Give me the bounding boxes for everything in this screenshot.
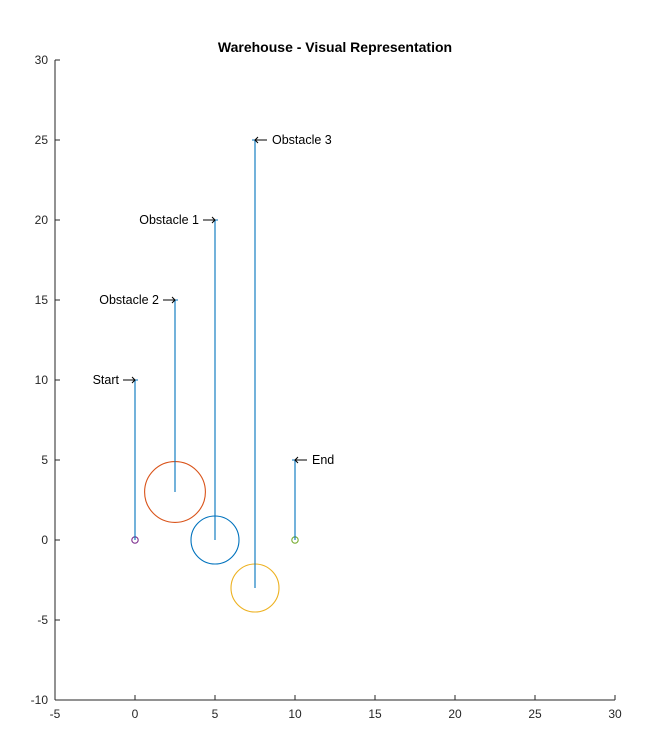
- annotation-label: Obstacle 1: [139, 213, 199, 227]
- annotation-label: Obstacle 3: [272, 133, 332, 147]
- annotation-label: Obstacle 2: [99, 293, 159, 307]
- x-tick-label: 25: [528, 707, 542, 721]
- chart-title: Warehouse - Visual Representation: [218, 39, 452, 55]
- x-tick-label: -5: [50, 707, 61, 721]
- annotation-arrow: [163, 296, 176, 304]
- x-tick-label: 10: [288, 707, 302, 721]
- annotation-arrow: [294, 456, 307, 464]
- annotation-arrow: [254, 136, 267, 144]
- arrow-head: [131, 376, 136, 384]
- y-tick-label: 10: [35, 373, 49, 387]
- y-tick-label: 30: [35, 53, 49, 67]
- arrow-head: [294, 456, 299, 464]
- arrow-head: [171, 296, 176, 304]
- y-tick-label: -10: [31, 693, 49, 707]
- arrow-head: [254, 136, 259, 144]
- annotation-label: End: [312, 453, 334, 467]
- arrow-head: [211, 216, 216, 224]
- annotation-arrow: [123, 376, 136, 384]
- y-tick-label: 5: [41, 453, 48, 467]
- y-tick-label: -5: [37, 613, 48, 627]
- plot-annotations: Start Obstacle 2 Obstacle 1 Obstacle 3 End: [93, 133, 334, 588]
- x-tick-label: 0: [132, 707, 139, 721]
- x-tick-label: 20: [448, 707, 462, 721]
- x-tick-label: 5: [212, 707, 219, 721]
- y-tick-label: 0: [41, 533, 48, 547]
- y-tick-label: 15: [35, 293, 49, 307]
- x-tick-label: 15: [368, 707, 382, 721]
- y-tick-label: 25: [35, 133, 49, 147]
- annotation-arrow: [203, 216, 216, 224]
- y-tick-label: 20: [35, 213, 49, 227]
- annotation-label: Start: [93, 373, 120, 387]
- x-tick-label: 30: [608, 707, 622, 721]
